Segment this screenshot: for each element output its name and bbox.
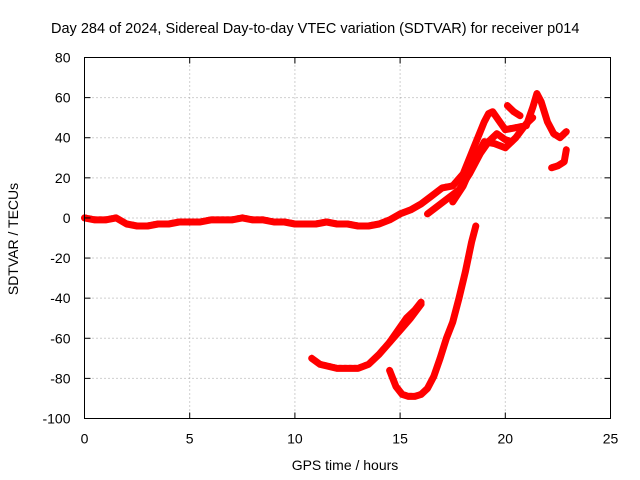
y-tick-label: -80 [50,370,70,386]
y-tick-label: -60 [50,330,70,346]
y-tick-label: 80 [55,50,71,66]
series-jitter-lower-strand [451,114,535,202]
series-jitter-main-arc [83,90,568,226]
series-jitter-upper-arc-2 [388,298,423,342]
series-line-upper-arc [308,300,425,372]
y-tick-label: -20 [50,250,70,266]
grid [84,57,611,419]
x-tick-label: 15 [392,431,408,447]
x-tick-label: 10 [287,431,303,447]
plot-frame [84,57,611,419]
ticks: 0 5 10 15 20 25 -100 -80 -60 -40 -20 0 20 40 60 80 [42,50,618,447]
series-line-lower-arc [386,222,480,400]
y-tick-label: 60 [55,90,71,106]
x-tick-label: 20 [498,431,514,447]
series-jitter-late-segment-1 [505,102,522,116]
y-tick-label: 40 [55,130,71,146]
x-axis-label: GPS time / hours [292,457,399,473]
y-tick-label: -100 [42,411,70,427]
y-axis-label: SDTVAR / TECUs [5,183,21,295]
x-tick-label: 5 [186,431,194,447]
series-jitter-late-segment-2 [550,146,568,168]
x-tick-label: 0 [81,431,89,447]
series-jitter-upper-arc [310,300,423,368]
series-line-late-segment-1 [503,102,524,120]
series-jitter-lower-arc [388,222,478,396]
y-tick-label: 20 [55,170,71,186]
chart-title: Day 284 of 2024, Sidereal Day-to-day VTE… [51,21,579,37]
x-tick-label: 25 [603,431,619,447]
y-tick-label: -40 [50,290,70,306]
series-line-main-arc [81,90,570,230]
y-tick-label: 0 [63,210,71,226]
series-group [81,90,570,400]
